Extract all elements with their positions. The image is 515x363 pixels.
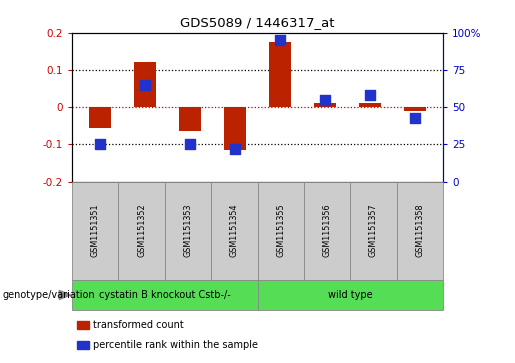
Bar — [179, 107, 201, 131]
Bar — [404, 107, 426, 111]
Text: GSM1151357: GSM1151357 — [369, 204, 378, 257]
Point — [366, 92, 374, 98]
Text: GSM1151353: GSM1151353 — [183, 204, 193, 257]
Point — [141, 82, 149, 87]
Point — [96, 142, 105, 147]
Text: GSM1151354: GSM1151354 — [230, 204, 239, 257]
Bar — [134, 62, 157, 107]
Title: GDS5089 / 1446317_at: GDS5089 / 1446317_at — [180, 16, 335, 29]
Bar — [224, 107, 246, 150]
Text: GSM1151352: GSM1151352 — [137, 204, 146, 257]
Text: transformed count: transformed count — [93, 320, 183, 330]
Bar — [358, 103, 381, 107]
Point — [186, 142, 194, 147]
Point — [231, 146, 239, 152]
Text: percentile rank within the sample: percentile rank within the sample — [93, 340, 258, 350]
Point — [276, 37, 284, 43]
Point — [410, 115, 419, 121]
Text: GSM1151355: GSM1151355 — [276, 204, 285, 257]
Point — [321, 97, 329, 103]
Bar — [269, 42, 291, 107]
Text: wild type: wild type — [328, 290, 372, 300]
Text: cystatin B knockout Cstb-/-: cystatin B knockout Cstb-/- — [99, 290, 231, 300]
Text: genotype/variation: genotype/variation — [3, 290, 95, 300]
Text: GSM1151351: GSM1151351 — [91, 204, 100, 257]
Text: GSM1151356: GSM1151356 — [322, 204, 332, 257]
Bar — [314, 103, 336, 107]
Text: GSM1151358: GSM1151358 — [415, 204, 424, 257]
Bar — [89, 107, 111, 127]
